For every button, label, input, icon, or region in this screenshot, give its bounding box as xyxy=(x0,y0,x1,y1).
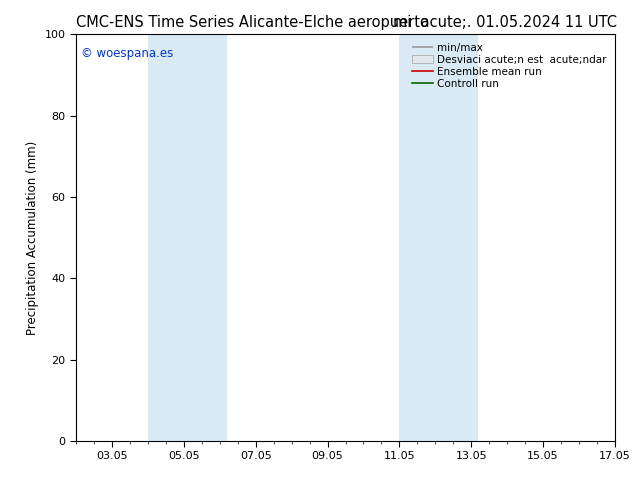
Legend: min/max, Desviaci acute;n est  acute;ndar, Ensemble mean run, Controll run: min/max, Desviaci acute;n est acute;ndar… xyxy=(409,40,610,92)
Bar xyxy=(399,34,479,441)
Y-axis label: Precipitation Accumulation (mm): Precipitation Accumulation (mm) xyxy=(26,141,39,335)
Bar xyxy=(148,34,227,441)
Text: © woespana.es: © woespana.es xyxy=(81,47,174,59)
Text: mi  acute;. 01.05.2024 11 UTC: mi acute;. 01.05.2024 11 UTC xyxy=(393,15,617,30)
Text: CMC-ENS Time Series Alicante-Elche aeropuerto: CMC-ENS Time Series Alicante-Elche aerop… xyxy=(76,15,429,30)
